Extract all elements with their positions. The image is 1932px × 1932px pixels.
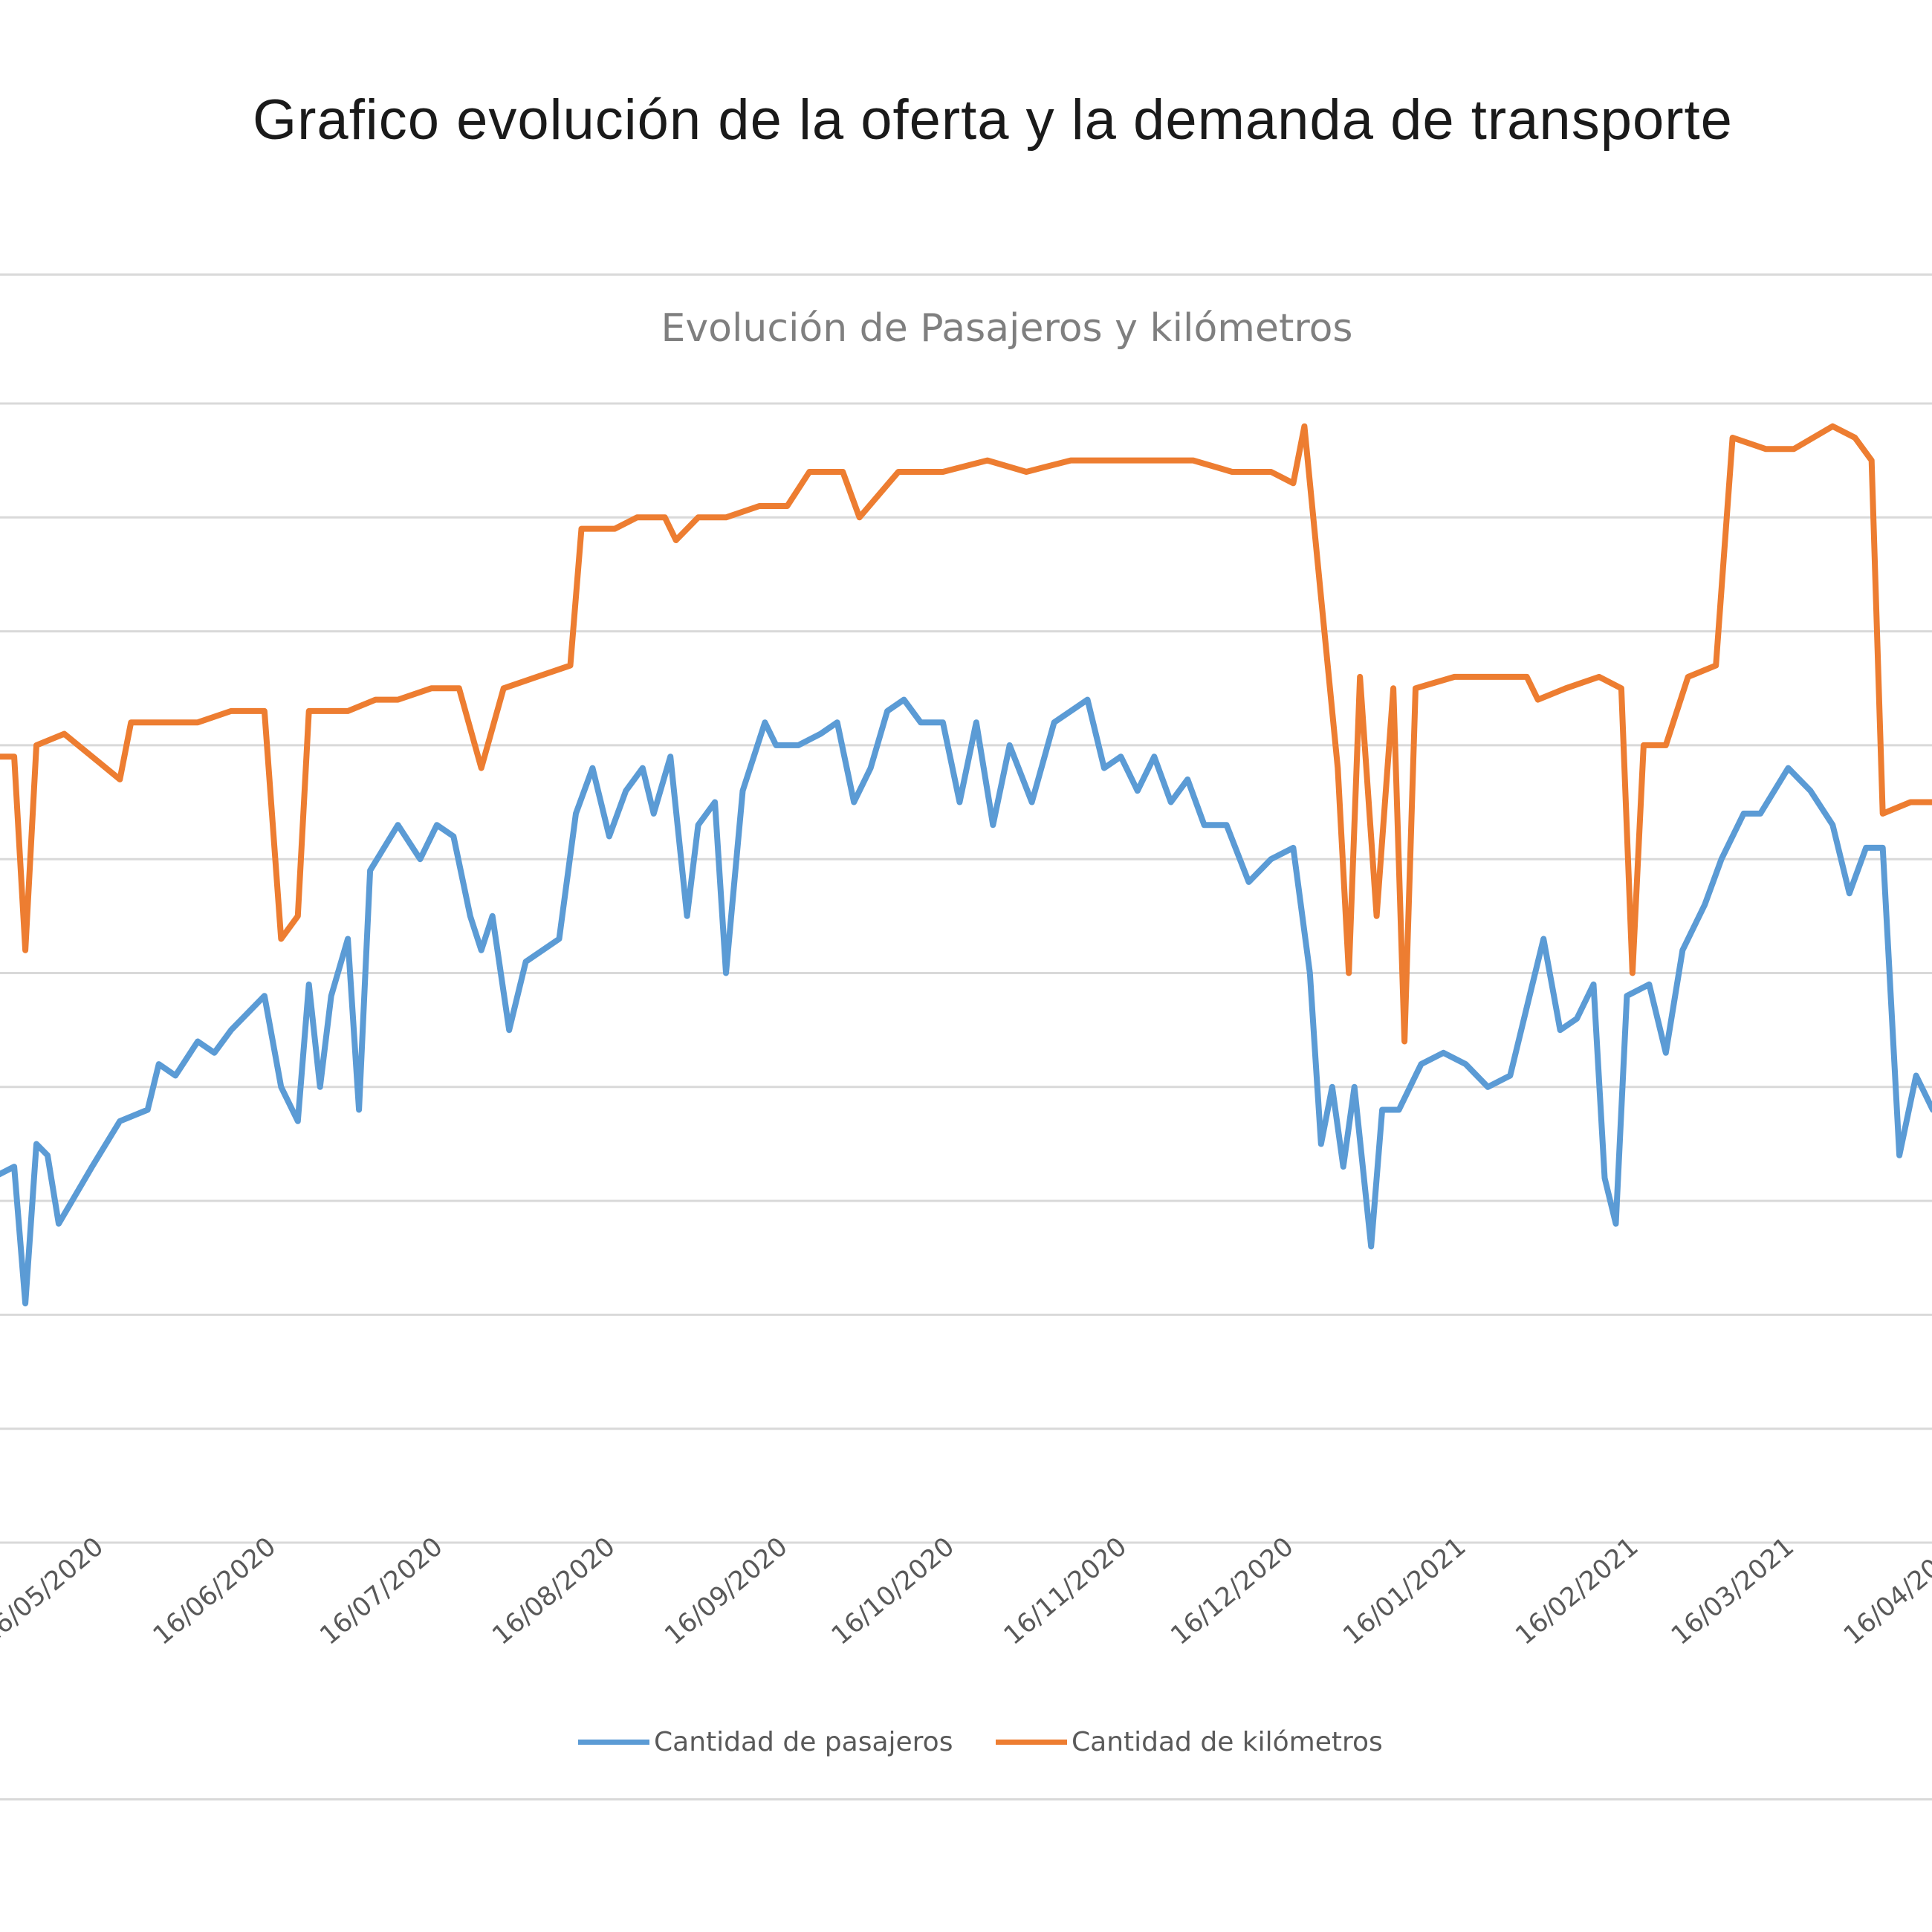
- x-tick-label: 16/08/2020: [487, 1531, 620, 1650]
- legend-swatch-pasajeros: [578, 1740, 649, 1745]
- chart-frame-bottom: [0, 1798, 1932, 1800]
- x-tick-label: 16/07/2020: [314, 1531, 448, 1650]
- x-axis-tick-labels: 16/05/2020 16/06/2020 16/07/2020 16/08/2020…: [0, 1531, 1932, 1650]
- x-tick-label: 16/03/2021: [1666, 1531, 1800, 1650]
- x-tick-label: 16/01/2021: [1338, 1531, 1471, 1650]
- legend: Cantidad de pasajeros Cantidad de kilóme…: [0, 1727, 1932, 1771]
- legend-label-pasajeros: Cantidad de pasajeros: [654, 1727, 953, 1757]
- x-tick-label: 16/09/2020: [659, 1531, 793, 1650]
- x-tick-label: 16/02/2021: [1510, 1531, 1644, 1650]
- legend-item-kilometros: Cantidad de kilómetros: [996, 1727, 1383, 1757]
- chart-title: Evolución de Pasajeros y kilómetros: [661, 306, 1353, 351]
- page-title: Grafico evolución de la oferta y la dema…: [253, 88, 1733, 152]
- legend-label-kilometros: Cantidad de kilómetros: [1072, 1727, 1383, 1757]
- x-tick-label: 16/12/2020: [1165, 1531, 1299, 1650]
- x-tick-label: 16/10/2020: [826, 1531, 960, 1650]
- x-tick-label: 16/06/2020: [148, 1531, 282, 1650]
- legend-item-pasajeros: Cantidad de pasajeros: [578, 1727, 953, 1757]
- series-line-pasajeros: [0, 696, 1932, 1307]
- series-lines: [0, 423, 1932, 1307]
- series-line-kilometros: [0, 423, 1932, 1045]
- x-tick-label: 16/04/2021: [1838, 1531, 1932, 1650]
- legend-swatch-kilometros: [996, 1740, 1067, 1745]
- x-tick-label: 16/05/2020: [0, 1531, 109, 1650]
- gridlines: [0, 402, 1932, 1544]
- x-tick-label: 16/11/2020: [999, 1531, 1132, 1650]
- chart-frame-top: [0, 273, 1932, 276]
